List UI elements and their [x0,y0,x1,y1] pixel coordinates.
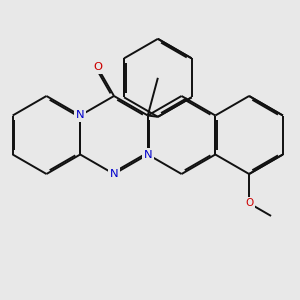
Text: O: O [245,198,253,208]
Text: N: N [110,169,118,179]
Text: N: N [143,149,152,160]
Text: N: N [76,110,85,121]
Text: O: O [93,62,102,72]
